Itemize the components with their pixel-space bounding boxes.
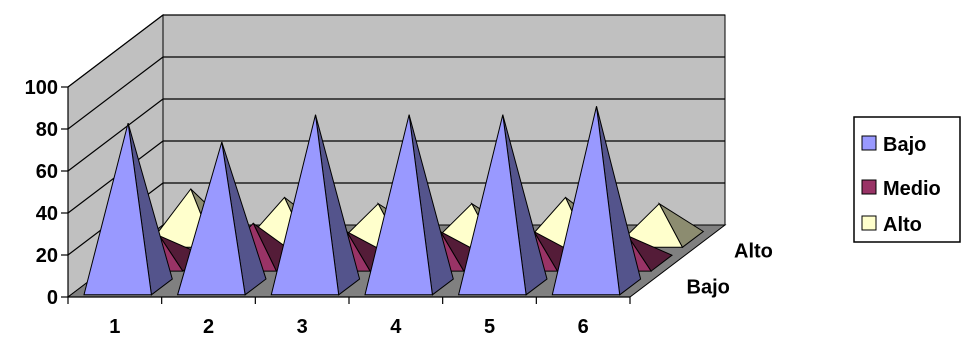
x-tick-label: 5 bbox=[484, 316, 495, 338]
x-tick-label: 3 bbox=[297, 316, 308, 338]
legend: Bajo Medio Alto bbox=[853, 116, 961, 243]
y-tick-label: 100 bbox=[25, 77, 58, 99]
y-tick-label: 60 bbox=[36, 161, 58, 183]
legend-swatch-medio bbox=[861, 179, 877, 195]
gridline bbox=[67, 14, 725, 88]
pyramid-front-face bbox=[176, 141, 246, 296]
legend-label-alto: Alto bbox=[883, 214, 922, 236]
pyramid-front-face bbox=[83, 122, 152, 296]
y-tick-label: 80 bbox=[36, 119, 58, 141]
x-tick-label: 1 bbox=[109, 316, 120, 338]
x-tick-label: 6 bbox=[578, 316, 589, 338]
y-tick-label: 0 bbox=[47, 287, 58, 309]
pyramid-bajo-2 bbox=[176, 141, 267, 296]
pyramid-bajo-3 bbox=[270, 114, 361, 296]
pyramid-front-face bbox=[551, 106, 621, 296]
pyramid-front-face bbox=[457, 114, 527, 296]
pyramid-alto-6 bbox=[613, 202, 705, 249]
legend-label-bajo: Bajo bbox=[883, 134, 926, 156]
y-tick-label: 40 bbox=[36, 203, 58, 225]
y-tick-label: 20 bbox=[36, 245, 58, 267]
depth-label: Bajo bbox=[687, 276, 730, 298]
gridline bbox=[67, 98, 725, 172]
gridline bbox=[67, 56, 725, 130]
pyramid-bajo-5 bbox=[457, 114, 548, 296]
pyramid-front-face bbox=[364, 114, 433, 296]
legend-swatch-alto bbox=[861, 215, 877, 231]
y-axis-ticks: 0 20 40 60 80 100 bbox=[25, 77, 69, 309]
gridlines bbox=[67, 14, 725, 256]
data-marks bbox=[83, 106, 705, 296]
legend-swatch-bajo bbox=[861, 135, 877, 151]
legend-label-medio: Medio bbox=[883, 178, 941, 200]
back-wall bbox=[162, 14, 726, 226]
pyramid-bajo-1 bbox=[83, 122, 173, 296]
x-tick-label: 2 bbox=[203, 316, 214, 338]
gridline bbox=[67, 140, 725, 214]
x-tick-label: 4 bbox=[390, 316, 402, 338]
x-axis-ticks: 1 2 3 4 5 6 bbox=[67, 296, 631, 338]
pyramid-bajo-4 bbox=[364, 114, 454, 296]
pyramid-bajo-6 bbox=[551, 106, 642, 296]
depth-label: Alto bbox=[734, 240, 773, 262]
gridline bbox=[67, 182, 725, 256]
pyramid-front-face bbox=[270, 114, 340, 296]
